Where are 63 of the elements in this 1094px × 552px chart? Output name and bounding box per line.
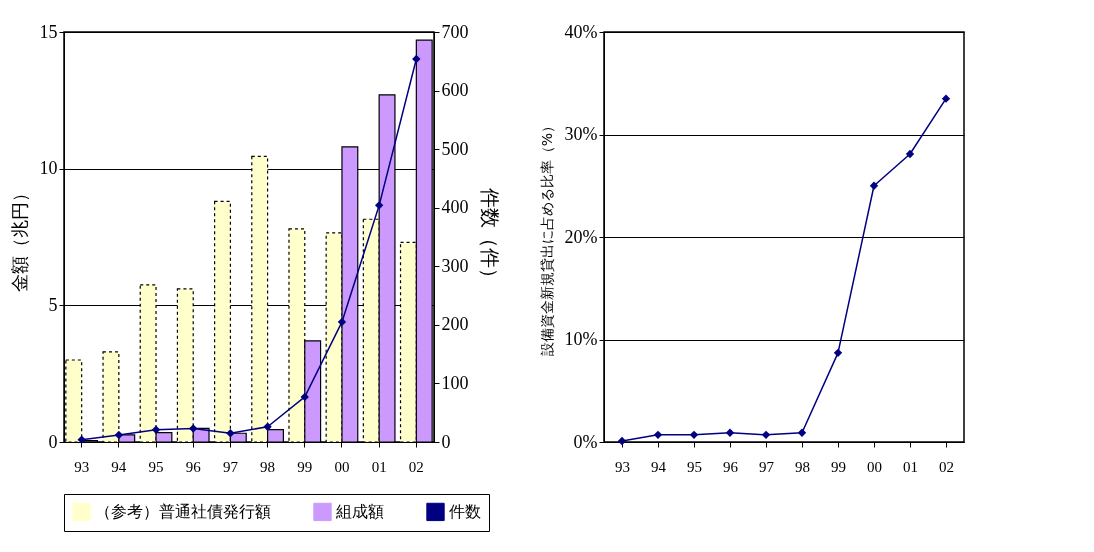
y-tick-label: 15 xyxy=(39,21,58,42)
x-tick-label: 02 xyxy=(939,458,954,475)
x-tick-label: 00 xyxy=(334,458,350,475)
point xyxy=(869,181,879,190)
legend-label: （参考）普通社債発行額 xyxy=(95,501,271,521)
x-tick-label: 00 xyxy=(867,458,882,475)
x-tick-label: 01 xyxy=(371,458,387,475)
x-tick-label: 94 xyxy=(651,458,667,475)
y-tick-label: 10 xyxy=(39,158,58,179)
y2-axis-title: 件数（件） xyxy=(477,187,502,288)
x-tick-label: 93 xyxy=(74,458,90,475)
point xyxy=(653,430,663,440)
point xyxy=(263,422,272,431)
x-tick-label: 97 xyxy=(222,458,239,475)
point xyxy=(617,436,627,446)
x-tick-label: 96 xyxy=(723,458,739,475)
point xyxy=(833,348,843,358)
point xyxy=(725,428,735,437)
y-tick-label: 10% xyxy=(564,329,598,349)
point xyxy=(114,430,124,440)
y2-tick-label: 700 xyxy=(441,21,469,42)
x-tick-label: 97 xyxy=(759,458,775,475)
x-tick-label: 99 xyxy=(831,458,846,475)
y-tick-label: 20% xyxy=(564,226,598,247)
x-tick-label: 98 xyxy=(260,458,276,475)
y2-tick-label: 100 xyxy=(441,372,469,393)
point xyxy=(337,317,347,327)
x-tick-label: 99 xyxy=(297,458,313,475)
y2-tick-label: 600 xyxy=(441,80,469,101)
point xyxy=(151,425,161,434)
x-tick-label: 96 xyxy=(185,458,202,475)
y2-tick-label: 500 xyxy=(441,138,469,159)
x-tick-label: 93 xyxy=(615,458,630,475)
y-tick-label: 5 xyxy=(48,294,58,315)
y2-tick-label: 400 xyxy=(441,197,469,218)
point xyxy=(412,54,421,64)
legend-label: 件数 xyxy=(449,501,481,521)
x-tick-label: 98 xyxy=(795,458,810,475)
point xyxy=(189,424,198,433)
y2-tick-label: 200 xyxy=(441,314,469,335)
x-tick-label: 94 xyxy=(111,458,127,475)
point xyxy=(300,392,309,402)
legend-label: 組成額 xyxy=(335,501,384,521)
x-tick-label: 95 xyxy=(148,458,164,475)
point xyxy=(797,428,807,437)
y-tick-label: 0% xyxy=(573,431,598,452)
x-tick-label: 02 xyxy=(408,458,424,475)
x-tick-label: 01 xyxy=(903,458,918,475)
point xyxy=(226,429,235,438)
point xyxy=(374,201,384,210)
y-axis-title: 金額（兆円） xyxy=(8,183,30,292)
y2-tick-label: 300 xyxy=(441,255,469,276)
point xyxy=(761,430,771,440)
x-tick-label: 95 xyxy=(687,458,702,475)
y-tick-label: 0 xyxy=(48,431,58,452)
y2-tick-label: 0 xyxy=(441,431,451,452)
point xyxy=(689,430,699,440)
point xyxy=(77,435,86,444)
y-axis-title: 設備資金新規貸出に占める比率（%） xyxy=(538,118,555,357)
point xyxy=(905,149,915,159)
point xyxy=(941,94,951,103)
y-tick-label: 40% xyxy=(564,21,598,42)
y-tick-label: 30% xyxy=(564,124,598,144)
